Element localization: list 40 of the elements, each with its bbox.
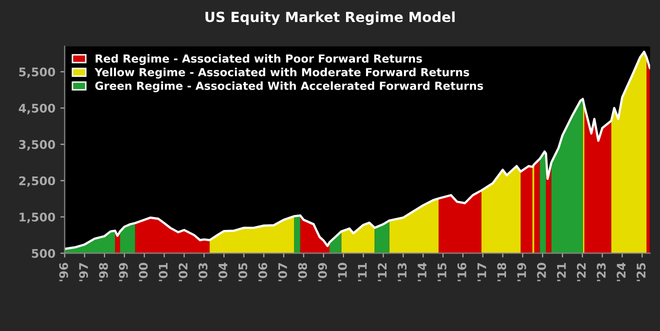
x-tick-label: '03 xyxy=(198,263,208,282)
x-tick-label: '21 xyxy=(556,263,566,282)
y-tick-label: 500 xyxy=(32,248,56,258)
x-tick-label: '09 xyxy=(318,262,327,282)
x-tick-label: '12 xyxy=(378,263,387,282)
x-tick-label: '02 xyxy=(178,263,188,282)
y-tick-label: 4,500 xyxy=(18,104,56,114)
chart-title: US Equity Market Regime Model xyxy=(205,11,455,25)
x-tick-label: '10 xyxy=(338,262,347,282)
y-tick-label: 2,500 xyxy=(19,176,56,187)
x-tick-label: '06 xyxy=(258,262,268,282)
y-tick-label: 1,500 xyxy=(20,212,56,224)
legend-label: Green Regime - Associated With Accelerated Forward Returns xyxy=(95,81,484,92)
x-tick-label: '22 xyxy=(576,263,586,282)
x-tick-label: '11 xyxy=(358,263,367,282)
x-tick-label: '19 xyxy=(517,262,526,282)
x-tick-label: '15 xyxy=(438,263,446,282)
x-tick-label: '13 xyxy=(398,263,407,282)
y-tick-label: 5,500 xyxy=(19,67,56,78)
y-tick-label: 3,500 xyxy=(19,140,56,150)
x-tick-label: '98 xyxy=(99,262,108,282)
x-tick-label: '04 xyxy=(218,262,228,282)
x-tick-label: '01 xyxy=(158,263,168,282)
x-tick-label: '24 xyxy=(616,262,626,282)
x-tick-label: '07 xyxy=(278,263,288,282)
x-tick-label: '18 xyxy=(497,262,506,282)
x-tick-label: '99 xyxy=(118,262,128,282)
x-tick-label: '17 xyxy=(477,263,486,282)
legend-label: Red Regime - Associated with Poor Forward Returns xyxy=(96,54,422,65)
x-tick-label: '00 xyxy=(138,262,148,282)
x-tick-label: '05 xyxy=(238,263,248,282)
x-tick-label: '96 xyxy=(59,262,68,282)
x-tick-label: '08 xyxy=(298,262,308,282)
x-tick-label: '16 xyxy=(457,262,466,282)
x-tick-label: '14 xyxy=(418,262,426,282)
x-tick-label: '20 xyxy=(537,262,546,282)
x-tick-label: '25 xyxy=(636,263,646,282)
x-tick-label: '23 xyxy=(596,263,606,282)
legend-label: Yellow Regime - Associated with Moderate Forward Returns xyxy=(94,68,470,79)
x-tick-label: '97 xyxy=(79,263,88,282)
